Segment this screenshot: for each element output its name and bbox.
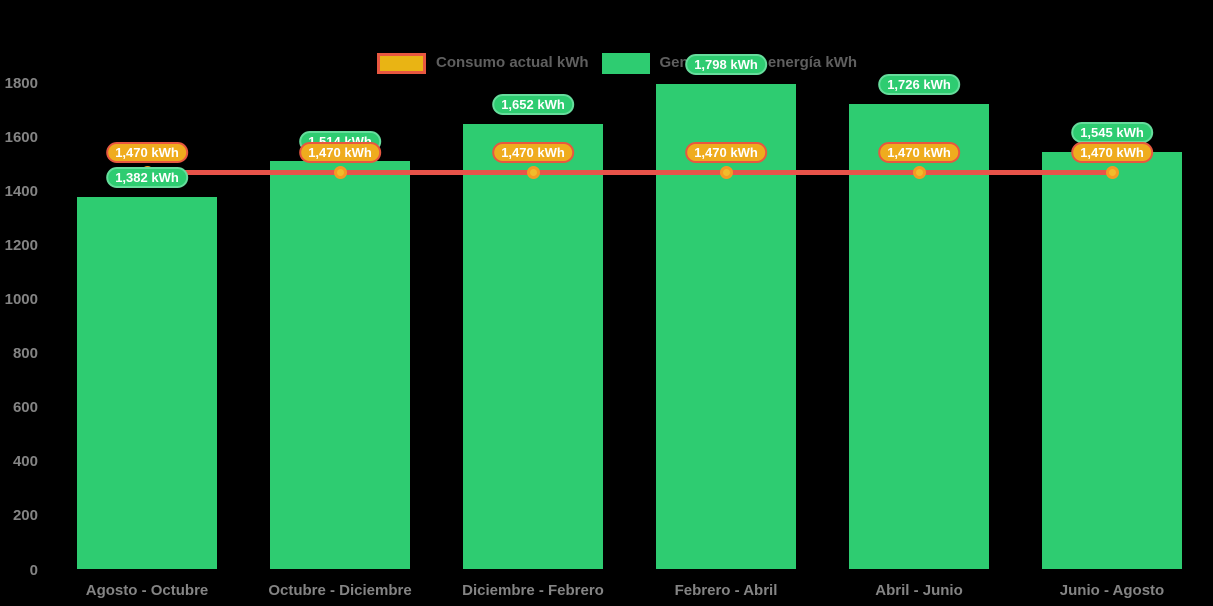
y-axis-label: 0 (29, 561, 38, 579)
x-axis-label: Agosto - Octubre (85, 582, 209, 599)
bar-value-badge-2: 1,652 kWh (492, 93, 574, 115)
bar-value-badge-0: 1,382 kWh (106, 166, 188, 188)
line-value-badge-0: 1,470 kWh (106, 141, 188, 163)
line-point-3[interactable] (719, 166, 733, 180)
x-axis-label: Diciembre - Febrero (462, 582, 604, 599)
consumo-legend-swatch (377, 52, 426, 74)
bar-3[interactable] (656, 84, 796, 570)
y-axis-label: 1800 (4, 74, 38, 92)
line-value-badge-4: 1,470 kWh (878, 141, 960, 163)
legend: Consumo actual kWh Generación de energía… (377, 52, 870, 74)
y-axis-label: 1200 (4, 236, 38, 254)
generacion-legend-swatch (601, 52, 650, 74)
line-value-badge-3: 1,470 kWh (685, 141, 767, 163)
y-axis-label: 1600 (4, 128, 38, 146)
line-point-5[interactable] (1105, 166, 1119, 180)
y-axis-label: 200 (12, 507, 38, 525)
x-axis-label: Febrero - Abril (674, 582, 778, 599)
line-point-1[interactable] (333, 166, 347, 180)
bar-value-badge-5: 1,545 kWh (1071, 122, 1153, 144)
x-axis-label: Abril - Junio (875, 582, 963, 599)
y-axis-label: 1400 (4, 182, 38, 200)
y-axis-label: 600 (12, 399, 38, 417)
line-value-badge-1: 1,470 kWh (299, 141, 381, 163)
bar-value-badge-4: 1,726 kWh (878, 73, 960, 95)
x-axis-label: Junio - Agosto (1059, 582, 1165, 599)
y-axis-label: 800 (12, 345, 38, 363)
bar-0[interactable] (77, 196, 217, 570)
line-point-2[interactable] (526, 166, 540, 180)
bar-1[interactable] (270, 160, 410, 570)
legend-item-consumo[interactable]: Consumo actual kWh (377, 52, 589, 74)
y-axis-label: 400 (12, 453, 38, 471)
x-axis-label: Octubre - Diciembre (268, 582, 412, 599)
line-point-4[interactable] (912, 166, 926, 180)
bar-value-badge-3: 1,798 kWh (685, 54, 767, 76)
y-axis-label: 1000 (4, 290, 38, 308)
bar-5[interactable] (1042, 152, 1182, 570)
line-value-badge-2: 1,470 kWh (492, 141, 574, 163)
consumo-legend-label: Consumo actual kWh (436, 54, 589, 71)
bar-4[interactable] (849, 103, 989, 570)
line-value-badge-5: 1,470 kWh (1071, 141, 1153, 163)
bar-2[interactable] (463, 123, 603, 570)
consumption-line[interactable] (147, 170, 1112, 176)
